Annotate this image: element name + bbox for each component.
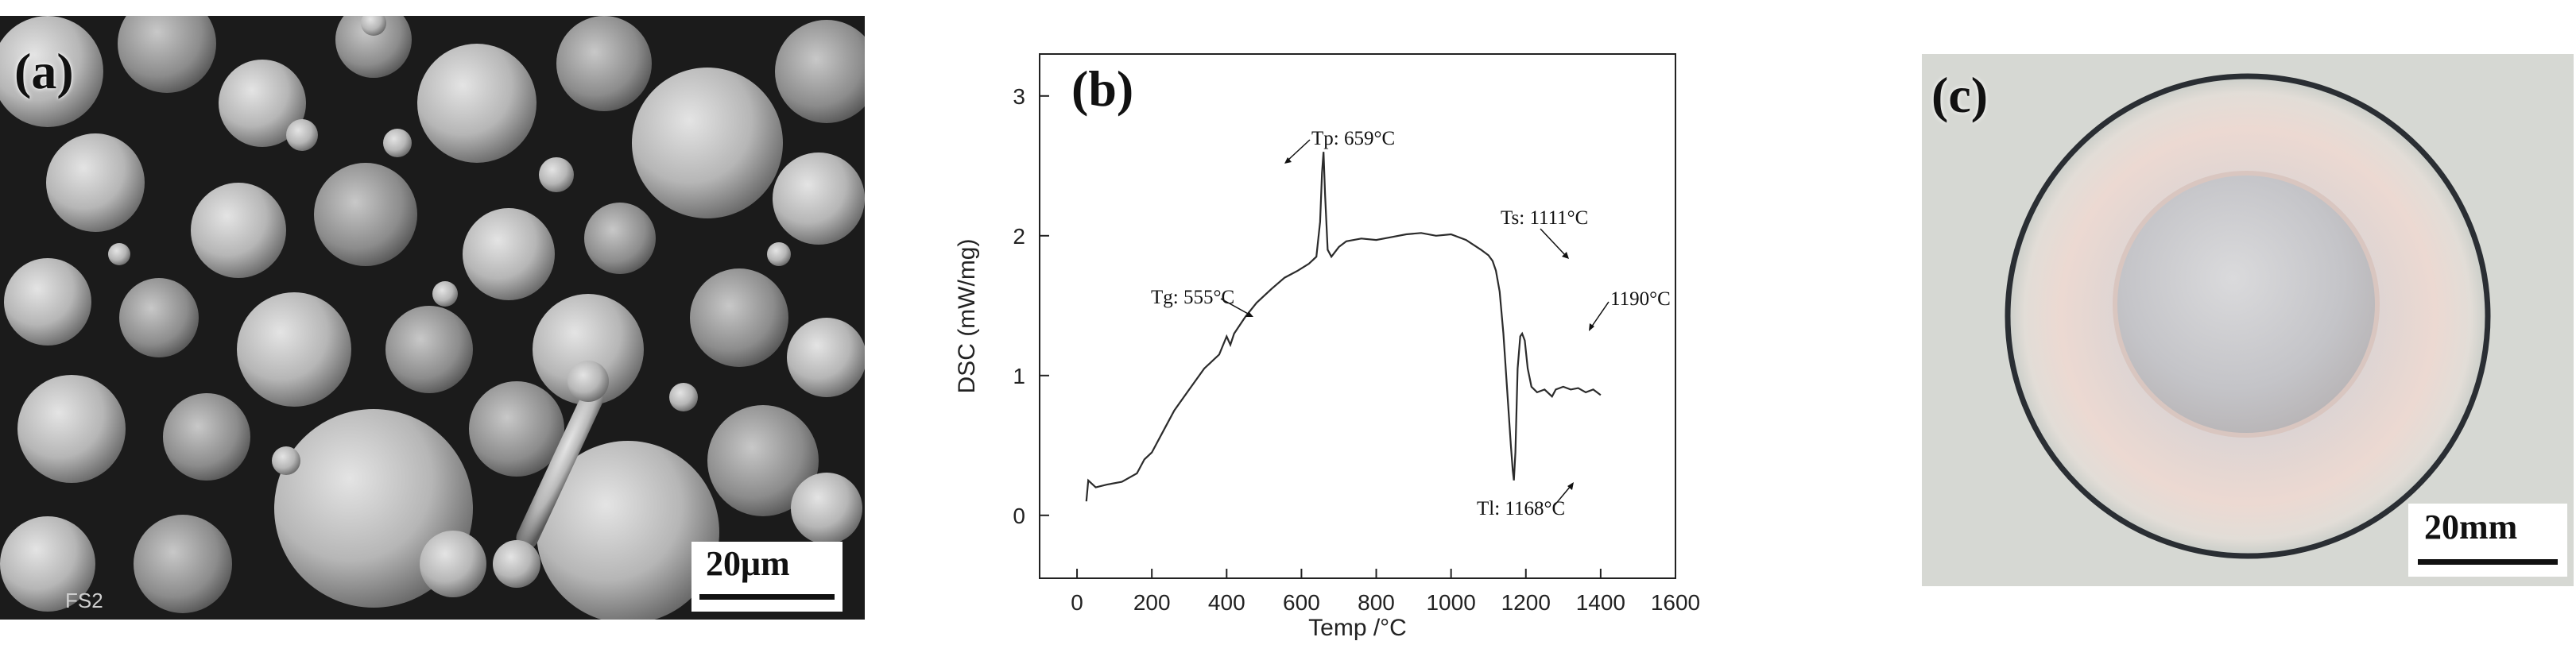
scale-bar-label-c: 20mm xyxy=(2424,508,2518,546)
x-tick-label: 1600 xyxy=(1651,590,1700,615)
panel-label-b: (b) xyxy=(1071,60,1134,117)
x-tick-label: 1200 xyxy=(1501,590,1551,615)
annotation-tp: Tp: 659°C xyxy=(1311,128,1395,149)
disc-photo xyxy=(1922,54,2574,586)
scale-bar-c: 20mm xyxy=(2408,504,2567,577)
arrow-ts xyxy=(1540,228,1567,257)
panel-label-c: (c) xyxy=(1931,67,1989,123)
x-axis-ticks: 0 200 400 600 800 1000 1200 1400 1600 xyxy=(1071,569,1700,615)
x-tick-label: 600 xyxy=(1283,590,1320,615)
panel-b: 0 1 2 3 0 200 400 600 800 1000 1200 1400 1600 DSC (… xyxy=(928,48,1795,664)
arrow-tp xyxy=(1287,139,1311,161)
y-tick-label: 0 xyxy=(1013,504,1025,528)
arrowhead-ts xyxy=(1562,252,1569,259)
annotations: Tp: 659°C Ts: 1111°C Tg: 555°C 1190°C Tl… xyxy=(1151,128,1671,519)
arrowhead-tl xyxy=(1567,482,1574,490)
annotation-tl: Tl: 1168°C xyxy=(1477,498,1565,519)
arrowhead-1190 xyxy=(1589,323,1594,331)
scale-bar-line-a xyxy=(699,594,835,600)
panel-label-a: (a) xyxy=(14,43,74,99)
y-tick-label: 2 xyxy=(1013,224,1025,249)
annotation-ts: Ts: 1111°C xyxy=(1501,207,1588,229)
arrowhead-tg xyxy=(1245,311,1253,317)
dsc-series-line xyxy=(1085,152,1602,502)
y-tick-label: 1 xyxy=(1013,364,1025,388)
x-tick-label: 200 xyxy=(1133,590,1171,615)
annotation-1190: 1190°C xyxy=(1610,288,1671,310)
panel-a: FS2 (a) 20μm xyxy=(0,0,878,624)
arrow-tg xyxy=(1220,298,1250,315)
dsc-chart: 0 1 2 3 0 200 400 600 800 1000 1200 1400 1600 DSC (… xyxy=(954,53,1700,641)
scale-bar-label-a: 20μm xyxy=(706,544,790,583)
scale-bar-a: 20μm xyxy=(691,542,843,612)
x-tick-label: 800 xyxy=(1358,590,1395,615)
x-axis-label: Temp /°C xyxy=(1308,615,1407,641)
x-tick-label: 1400 xyxy=(1576,590,1625,615)
disc-center-dome xyxy=(2113,171,2380,438)
plot-frame xyxy=(1039,53,1676,579)
y-axis-label: DSC (mW/mg) xyxy=(954,239,980,394)
micrograph-corner-tag: FS2 xyxy=(65,589,103,612)
powder-particles xyxy=(0,0,878,624)
annotation-tg: Tg: 555°C xyxy=(1151,287,1234,308)
x-tick-label: 1000 xyxy=(1426,590,1475,615)
x-tick-label: 400 xyxy=(1208,590,1245,615)
panel-c: (c) 20mm xyxy=(1922,54,2574,586)
x-tick-label: 0 xyxy=(1071,590,1083,615)
scale-bar-line-c xyxy=(2418,559,2558,565)
y-axis-ticks: 0 1 2 3 xyxy=(1013,84,1049,528)
arrow-1190 xyxy=(1590,301,1610,328)
arrowhead-tp xyxy=(1284,157,1292,164)
y-tick-label: 3 xyxy=(1013,84,1025,109)
sem-micrograph: FS2 xyxy=(0,0,878,624)
arrow-tl xyxy=(1554,485,1571,506)
